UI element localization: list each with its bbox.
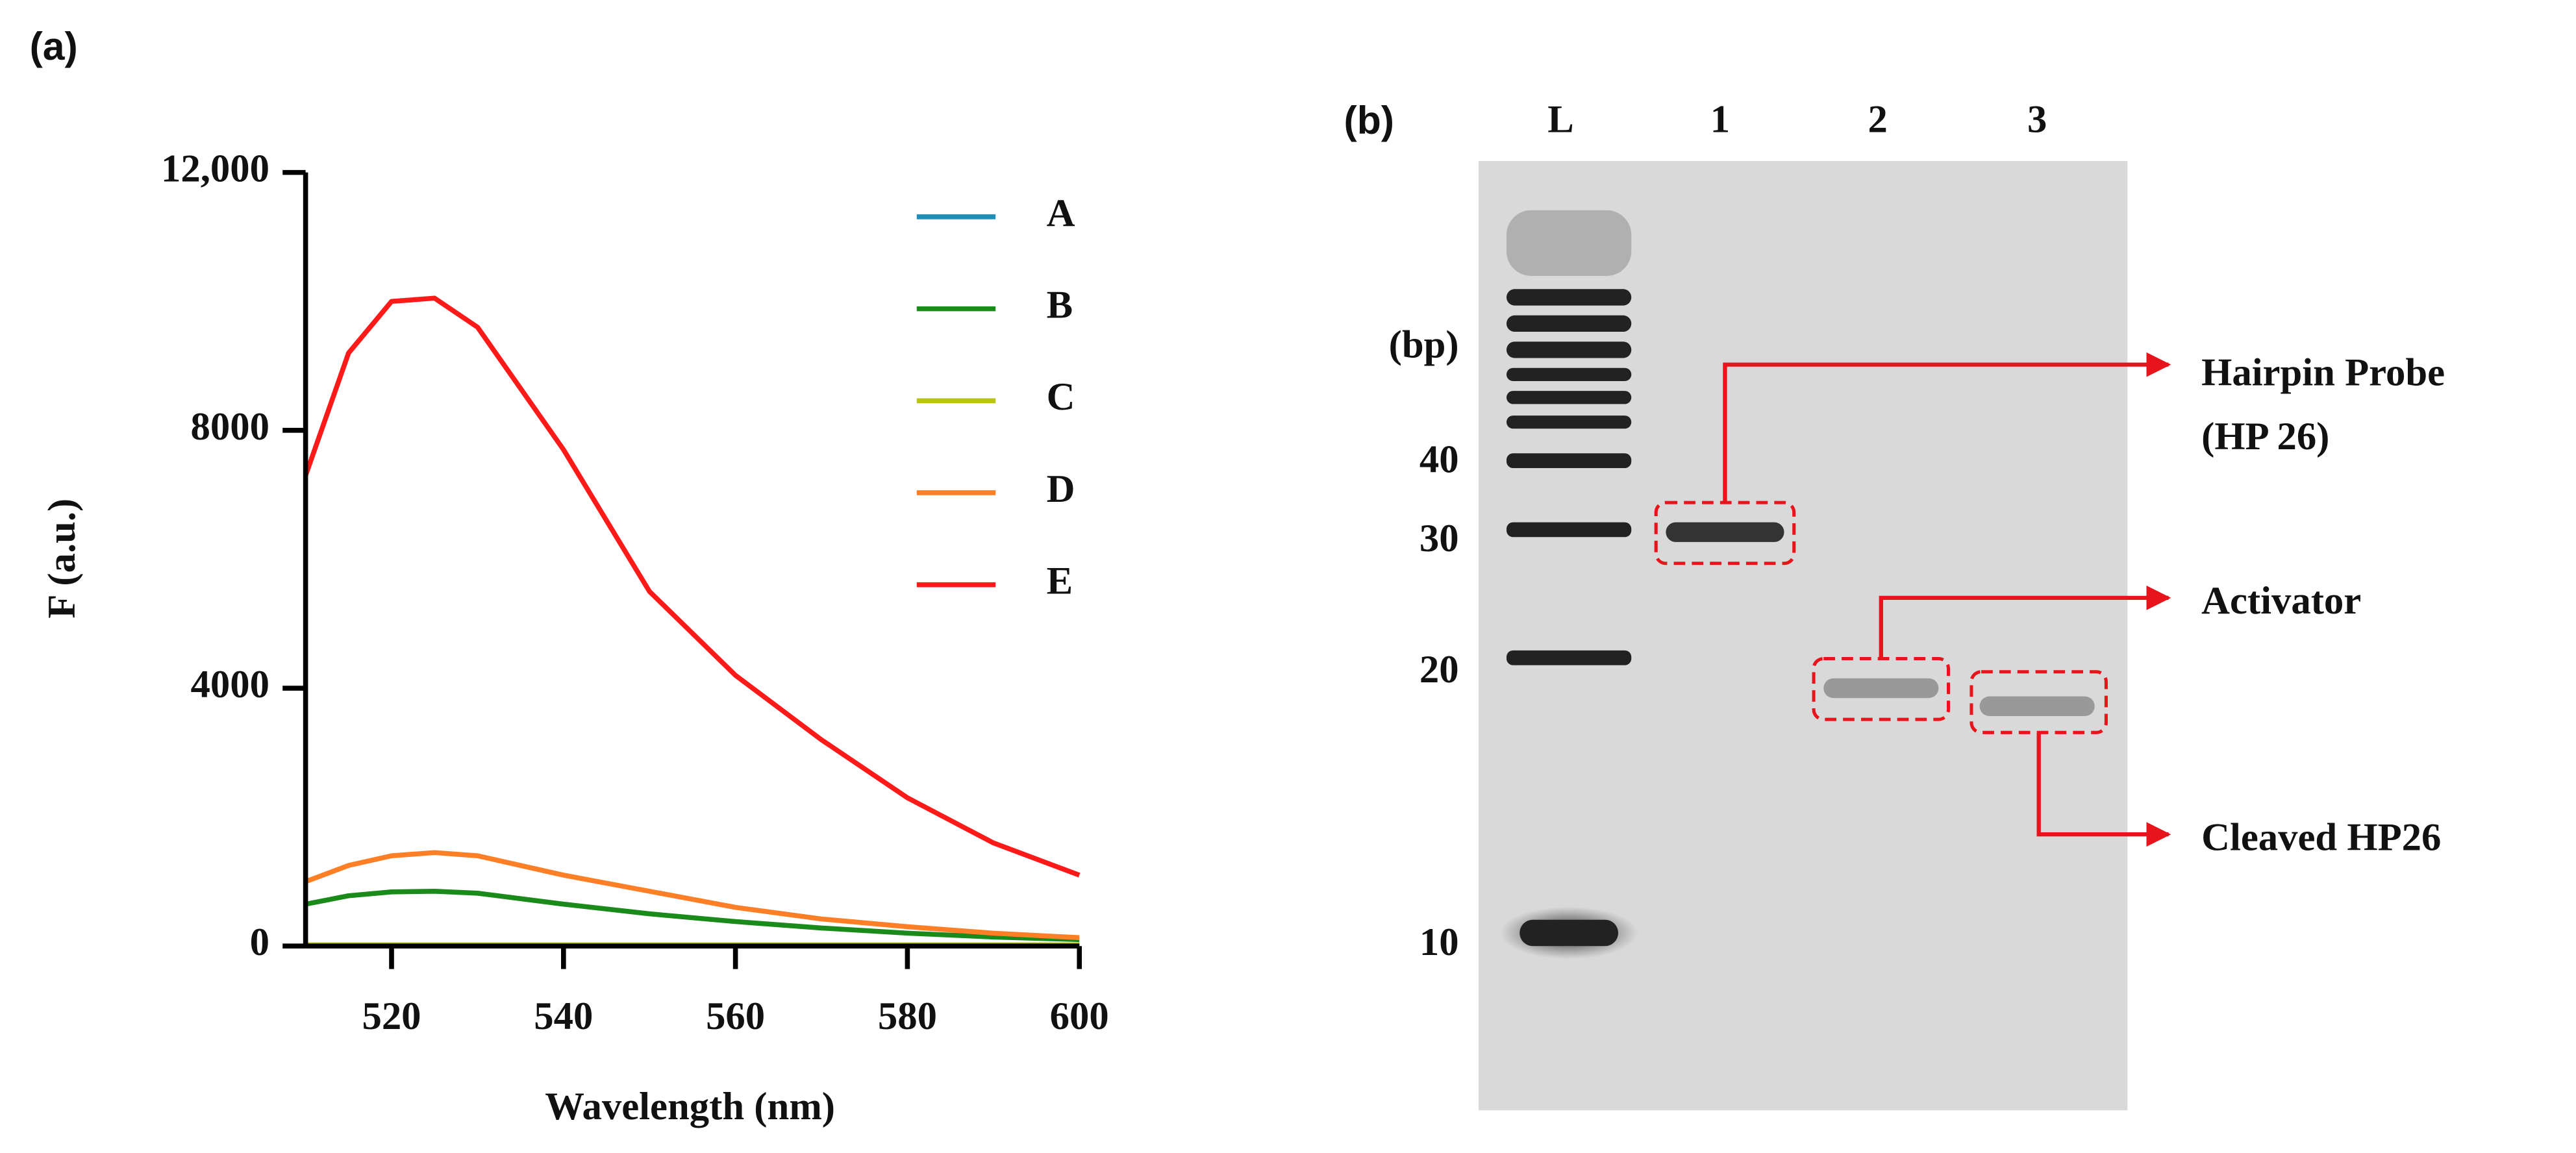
legend-label: D: [1047, 467, 1075, 511]
y-axis-title: F (a.u.): [40, 499, 84, 619]
arrows: [1723, 352, 2171, 847]
annotation: Cleaved HP26: [2201, 815, 2441, 859]
legend-label: E: [1047, 560, 1073, 603]
lane-label: 1: [1710, 98, 1730, 142]
y-tick-label: 12,000: [161, 147, 269, 191]
legend-label: A: [1047, 192, 1075, 235]
lane-label: 3: [2027, 98, 2047, 142]
legend-label: B: [1047, 284, 1073, 327]
size-label: 20: [1419, 648, 1459, 691]
x-axis-title: Wavelength (nm): [545, 1085, 835, 1128]
x-tick-label: 520: [362, 995, 421, 1038]
legend-label: C: [1047, 375, 1075, 419]
annotation: Activator: [2201, 579, 2361, 623]
band: [1666, 522, 1784, 542]
annotation: (HP 26): [2201, 415, 2329, 458]
x-tick-label: 540: [534, 995, 593, 1038]
lane-label: 2: [1868, 98, 1888, 142]
x-tick-label: 580: [878, 995, 937, 1038]
x-tick-label: 560: [706, 995, 765, 1038]
lane-label: L: [1547, 98, 1574, 142]
panel-label: (a): [30, 24, 78, 68]
gel-panel: (b) L 1 2 3 (bp) 40 30 20 10 Hairpin Pro…: [1344, 98, 2445, 1111]
y-tick-label: 8000: [191, 405, 269, 449]
series-line: [305, 889, 1080, 943]
y-tick-label: 4000: [191, 663, 269, 706]
y-tick-label: 0: [250, 921, 269, 964]
x-tick-label: 600: [1050, 995, 1109, 1038]
size-label: 10: [1419, 921, 1459, 964]
series-line: [303, 295, 1081, 878]
panel-label: (b): [1344, 98, 1395, 142]
size-label: 30: [1419, 517, 1459, 560]
size-label: 40: [1419, 438, 1459, 481]
band: [1979, 696, 2095, 717]
annotation: Hairpin Probe: [2201, 351, 2445, 394]
ladder: [1499, 210, 1638, 960]
series-line: [305, 850, 1080, 941]
unit-label: (bp): [1389, 323, 1459, 366]
band: [1823, 678, 1939, 699]
